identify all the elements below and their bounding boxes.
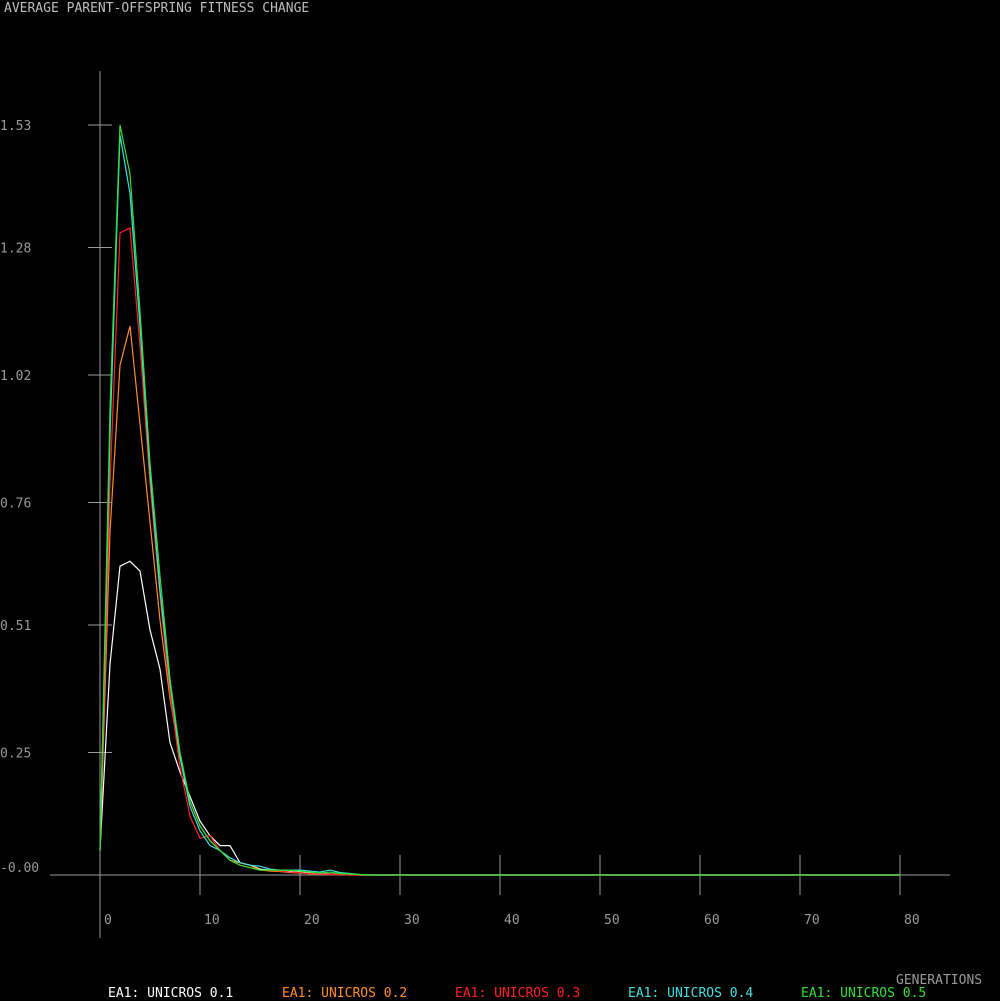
- y-tick-label: 0.51: [0, 619, 31, 634]
- y-tick-label: 0.25: [0, 746, 31, 761]
- x-tick-label: 30: [404, 913, 420, 928]
- legend-item-4: EA1: UNICROS 0.4: [628, 986, 754, 1001]
- y-tick-label: -0.00: [0, 861, 39, 876]
- x-tick-label: 20: [304, 913, 320, 928]
- legend-item-2: EA1: UNICROS 0.2: [282, 986, 408, 1001]
- series-line-1: [99, 560, 900, 876]
- axes: -0.00 0.25 0.51 0.76 1.02 1.28 1.53 0 10 20 30 40 50…: [0, 71, 950, 938]
- series-layer: [99, 124, 900, 876]
- legend: EA1: UNICROS 0.1 EA1: UNICROS 0.2 EA1: UNI…: [0, 986, 1000, 1001]
- x-tick-label: 40: [504, 913, 520, 928]
- y-tick-label: 1.02: [0, 369, 31, 384]
- x-tick-label: 0: [104, 913, 112, 928]
- series-line-3: [99, 227, 900, 876]
- x-tick-label: 50: [604, 913, 620, 928]
- legend-item-5: EA1: UNICROS 0.5: [801, 986, 927, 1001]
- legend-item-1: EA1: UNICROS 0.1: [108, 986, 234, 1001]
- y-tick-label: 1.53: [0, 119, 31, 134]
- y-tick-label: 0.76: [0, 496, 31, 511]
- x-tick-label: 70: [804, 913, 820, 928]
- x-tick-label: 10: [204, 913, 220, 928]
- series-line-4: [99, 134, 900, 876]
- series-line-2: [99, 325, 900, 876]
- x-tick-label: 60: [704, 913, 720, 928]
- y-tick-label: 1.28: [0, 242, 31, 257]
- chart-title: AVERAGE PARENT-OFFSPRING FITNESS CHANGE: [4, 1, 310, 16]
- series-line-5: [99, 124, 900, 876]
- x-axis-label: GENERATIONS: [896, 973, 983, 988]
- legend-item-3: EA1: UNICROS 0.3: [455, 986, 581, 1001]
- x-tick-label: 80: [904, 913, 920, 928]
